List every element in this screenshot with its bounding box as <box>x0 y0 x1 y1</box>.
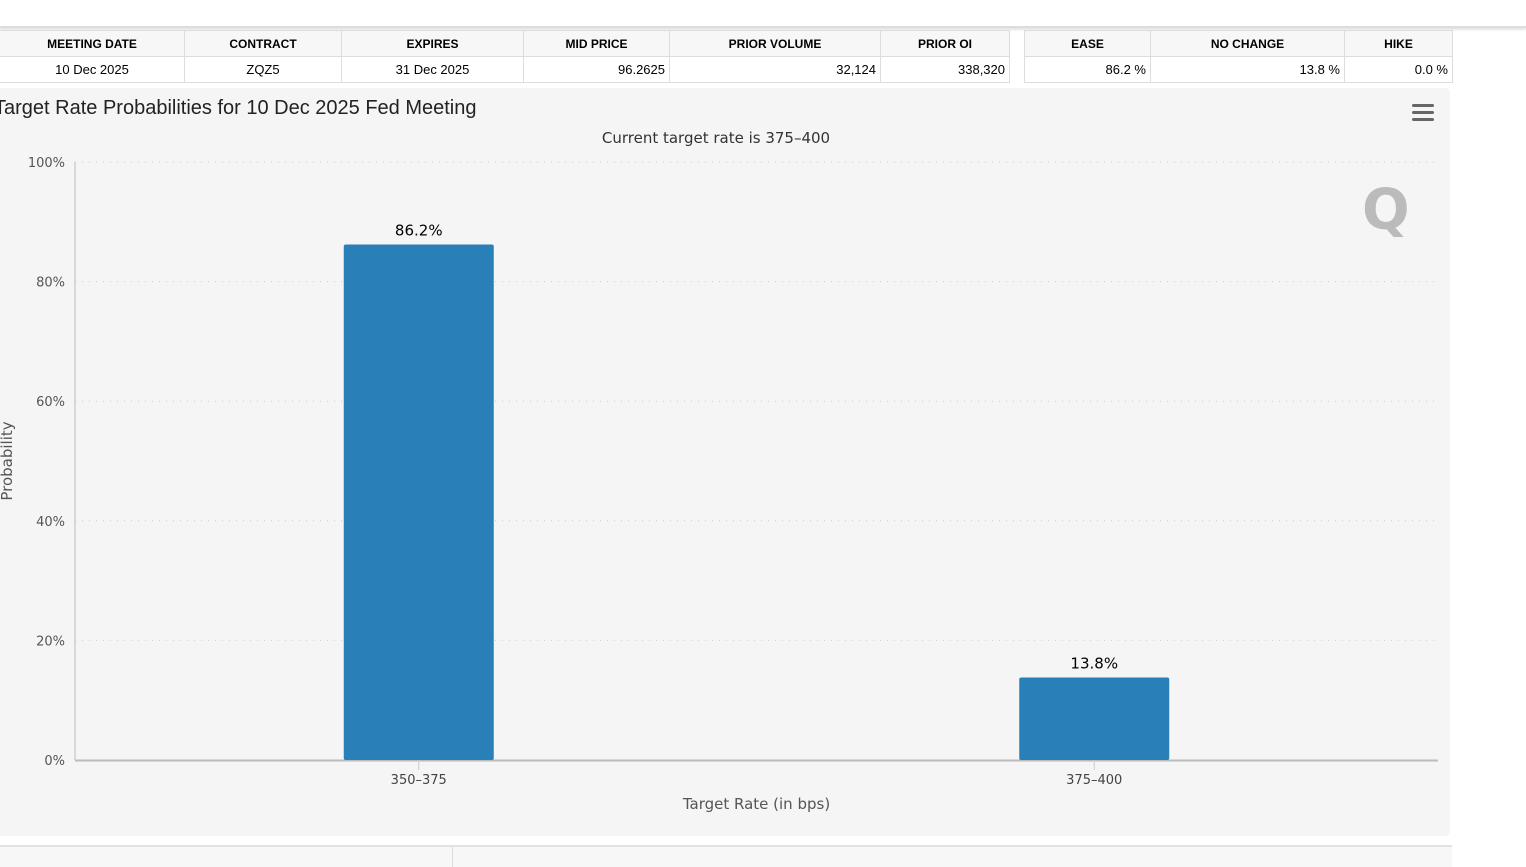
bar <box>1019 677 1170 760</box>
chart-subtitle: Current target rate is 375–400 <box>601 129 831 147</box>
cell-hike: 0.0 % <box>1344 56 1453 83</box>
bottom-panel <box>0 845 1452 867</box>
cell-meeting-date: 10 Dec 2025 <box>0 56 185 83</box>
header-expires: EXPIRES <box>341 30 524 57</box>
chart-panel <box>0 88 1450 836</box>
probability-table: EASE NO CHANGE HIKE 86.2 % 13.8 % 0.0 % <box>1024 30 1453 83</box>
cell-contract: ZQZ5 <box>184 56 342 83</box>
y-tick-label: 100% <box>28 156 65 171</box>
cell-prior-oi: 338,320 <box>880 56 1010 83</box>
header-meeting-date: MEETING DATE <box>0 30 185 57</box>
cell-prior-volume: 32,124 <box>669 56 881 83</box>
y-axis-title: Probability <box>0 421 16 500</box>
y-tick-label: 60% <box>36 395 65 410</box>
header-no-change: NO CHANGE <box>1150 30 1345 57</box>
header-contract: CONTRACT <box>184 30 342 57</box>
hamburger-menu-icon[interactable] <box>1412 104 1434 122</box>
bar <box>343 244 494 761</box>
top-bar <box>0 0 1526 28</box>
cell-no-change: 13.8 % <box>1150 56 1345 83</box>
x-tick-label: 350–375 <box>391 773 447 788</box>
header-ease: EASE <box>1024 30 1151 57</box>
y-tick-label: 20% <box>36 634 65 649</box>
header-mid-price: MID PRICE <box>523 30 670 57</box>
cell-mid-price: 96.2625 <box>523 56 670 83</box>
header-prior-volume: PRIOR VOLUME <box>669 30 881 57</box>
y-tick-label: 80% <box>36 276 65 291</box>
cell-ease: 86.2 % <box>1024 56 1151 83</box>
chart-title: Target Rate Probabilities for 10 Dec 202… <box>0 97 477 119</box>
y-tick-label: 40% <box>36 515 65 530</box>
contract-table: MEETING DATE CONTRACT EXPIRES MID PRICE … <box>0 30 1010 83</box>
header-prior-oi: PRIOR OI <box>880 30 1010 57</box>
header-hike: HIKE <box>1344 30 1453 57</box>
y-tick-label: 0% <box>44 754 65 769</box>
data-label: 13.8% <box>1070 654 1118 672</box>
cell-expires: 31 Dec 2025 <box>341 56 524 83</box>
x-tick-label: 375–400 <box>1066 773 1122 788</box>
x-axis-title: Target Rate (in bps) <box>682 795 830 813</box>
data-label: 86.2% <box>395 222 443 240</box>
watermark-logo: Q <box>1362 178 1410 243</box>
